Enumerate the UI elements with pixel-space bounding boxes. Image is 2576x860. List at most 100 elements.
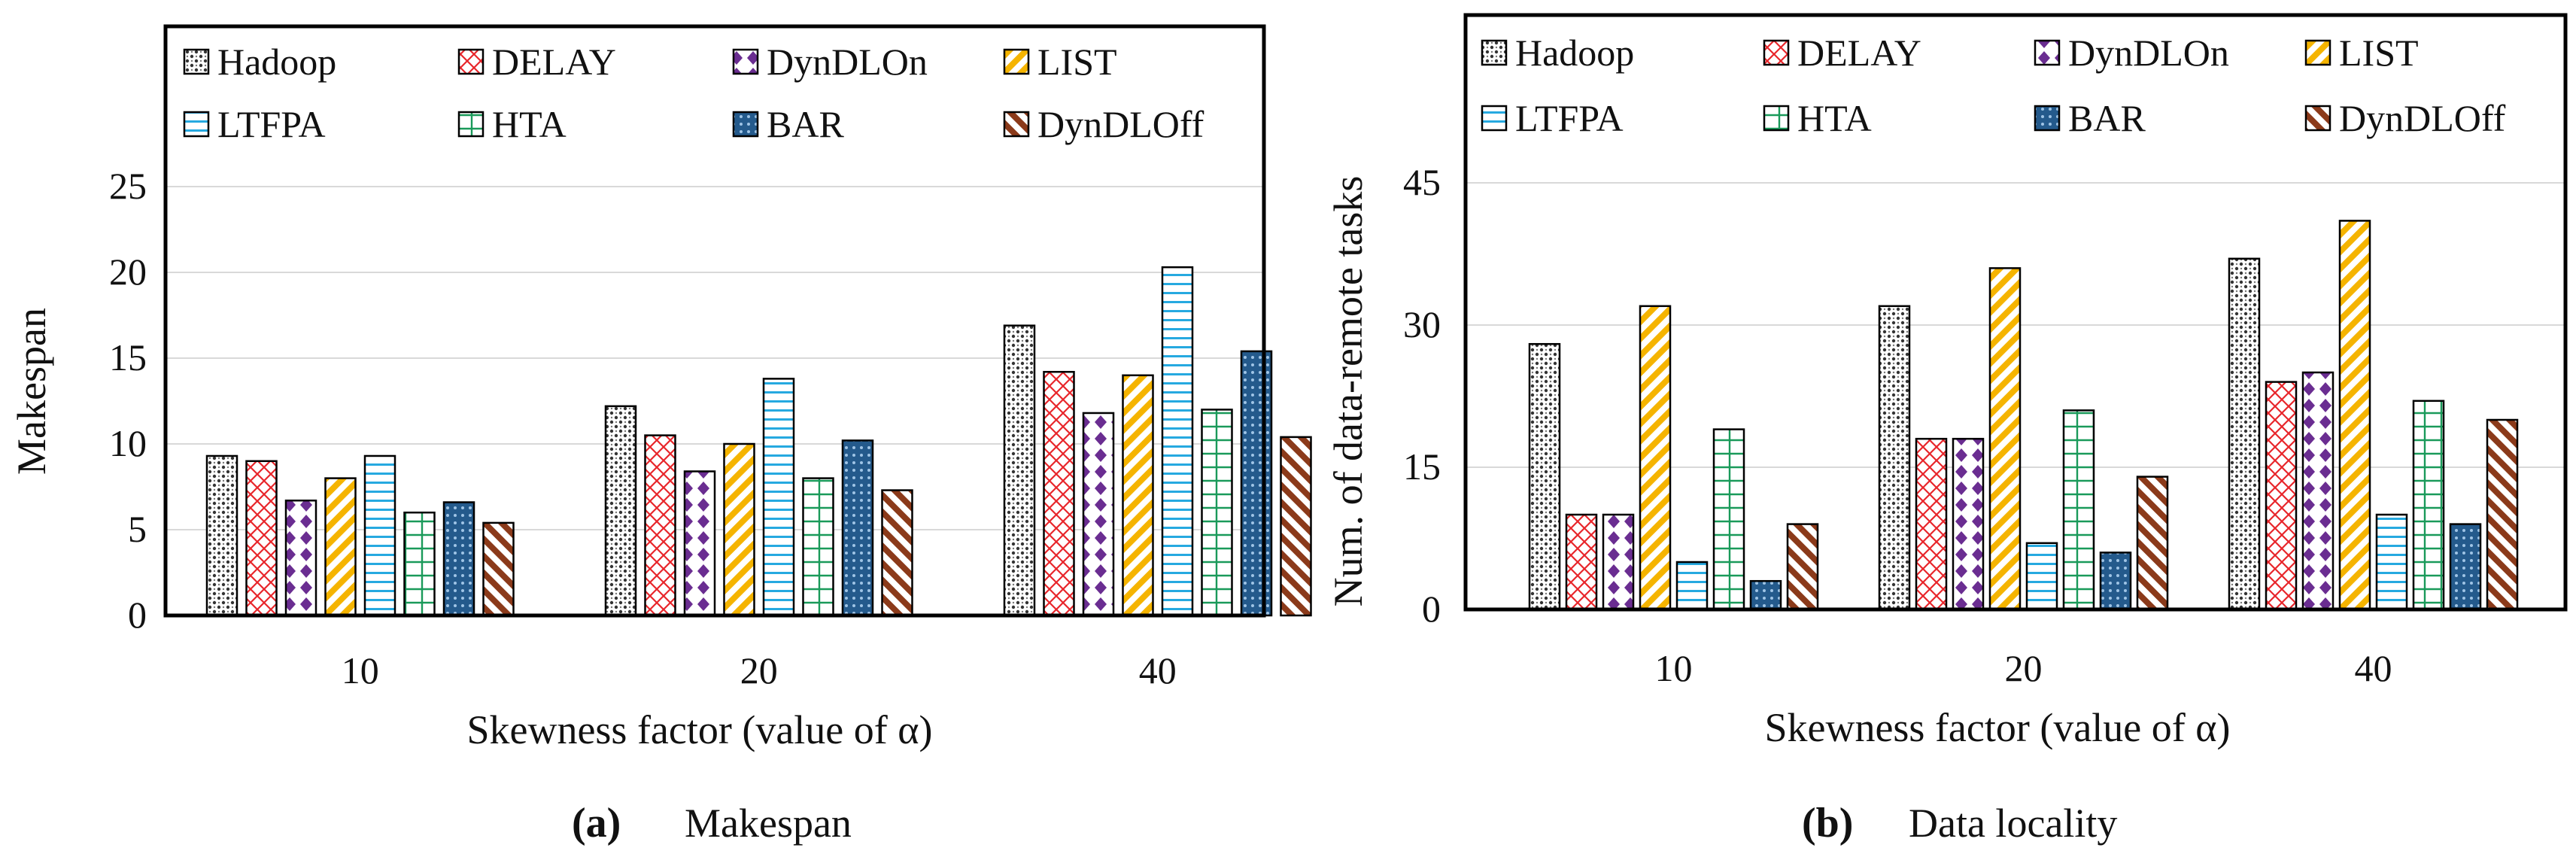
legend-swatch-ltfpa <box>1481 105 1508 132</box>
legend-label-delay: DELAY <box>492 41 616 83</box>
bar-a-dyndloff-40 <box>1280 436 1312 617</box>
caption-text: Makespan <box>685 801 852 846</box>
plot-frame <box>163 24 1266 618</box>
bar-b-delay-10 <box>1565 513 1598 611</box>
y-tick-label: 10 <box>109 422 147 464</box>
y-tick-label: 0 <box>128 594 147 636</box>
legend-swatch-ltfpa <box>183 111 210 138</box>
bar-b-dyndloff-40 <box>2486 418 2519 611</box>
bar-b-list-40 <box>2338 220 2371 611</box>
bar-b-dyndlon-10 <box>1602 513 1635 611</box>
legend-swatch-delay <box>1763 39 1790 66</box>
bar-a-bar-40 <box>1240 350 1273 617</box>
legend-label-hadoop: Hadoop <box>1515 32 1634 74</box>
bar-a-dyndloff-10 <box>482 521 515 617</box>
y-tick-label: 45 <box>1403 161 1441 203</box>
x-axis-label: Skewness factor (value of α) <box>466 707 932 752</box>
bar-b-dyndloff-10 <box>1786 523 1819 611</box>
bar-a-delay-40 <box>1043 370 1075 617</box>
legend-label-bar: BAR <box>767 103 844 145</box>
caption-label: (b) <box>1802 800 1853 846</box>
bar-b-dyndloff-20 <box>2136 476 2169 611</box>
legend-swatch-bar <box>732 111 759 138</box>
legend-swatch-delay <box>457 48 485 75</box>
y-tick-label: 15 <box>1403 445 1441 488</box>
bar-a-bar-10 <box>442 501 475 617</box>
x-tick-label: 20 <box>740 649 778 691</box>
legend-swatch-hadoop <box>183 48 210 75</box>
legend-swatch-hadoop <box>1481 39 1508 66</box>
bar-b-list-20 <box>1988 267 2022 611</box>
bar-b-ltfpa-20 <box>2025 542 2058 611</box>
legend-label-hta: HTA <box>1797 97 1872 139</box>
legend-swatch-dyndlon <box>732 48 759 75</box>
bar-a-ltfpa-40 <box>1161 266 1194 617</box>
legend-label-list: LIST <box>2339 32 2419 74</box>
legend-swatch-bar <box>2034 105 2061 132</box>
legend-swatch-dyndloff <box>1003 111 1030 138</box>
bar-a-dyndlon-20 <box>683 470 716 617</box>
bar-b-bar-10 <box>1749 579 1782 611</box>
chart-b-data-locality: 0 15 30 45 10 20 40 Num. of data-remote tasks Sk… <box>1326 13 2568 846</box>
legend-label-delay: DELAY <box>1797 32 1921 74</box>
x-tick-label: 40 <box>2355 647 2392 689</box>
legend-swatch-list <box>2304 39 2331 66</box>
bar-a-hta-10 <box>403 511 436 617</box>
bar-a-list-40 <box>1122 374 1154 617</box>
bar-b-ltfpa-10 <box>1675 561 1709 611</box>
bar-a-hadoop-20 <box>604 405 637 617</box>
bar-b-dyndlon-20 <box>1952 437 1985 611</box>
bar-a-list-10 <box>324 477 357 617</box>
x-tick-label: 20 <box>2005 647 2043 689</box>
bar-a-ltfpa-10 <box>363 454 396 617</box>
caption-text: Data locality <box>1909 801 2117 846</box>
y-axis-label: Makespan <box>9 308 54 475</box>
y-tick-label: 25 <box>109 165 147 207</box>
bar-a-dyndlon-10 <box>284 499 317 617</box>
x-tick-label: 10 <box>1655 647 1693 689</box>
x-tick-label: 40 <box>1139 649 1177 691</box>
legend-label-dyndloff: DynDLOff <box>1037 103 1204 145</box>
legend-label-ltfpa: LTFPA <box>1515 97 1624 139</box>
bar-b-delay-20 <box>1915 437 1948 611</box>
bar-b-hadoop-10 <box>1528 342 1561 611</box>
bar-a-hta-20 <box>802 477 834 617</box>
bar-a-ltfpa-20 <box>762 378 795 617</box>
bar-b-bar-40 <box>2449 523 2482 611</box>
y-tick-label: 30 <box>1403 303 1441 345</box>
legend-label-dyndlon: DynDLOn <box>2068 32 2229 74</box>
y-axis-label: Num. of data-remote tasks <box>1326 176 1371 607</box>
bar-a-bar-20 <box>841 439 874 617</box>
legend-label-list: LIST <box>1037 41 1117 83</box>
bar-a-hadoop-40 <box>1003 324 1036 617</box>
bar-a-delay-20 <box>644 434 676 617</box>
caption-label: (a) <box>572 800 621 846</box>
bar-a-dyndlon-40 <box>1082 412 1115 617</box>
bar-a-list-20 <box>723 442 755 617</box>
legend-label-dyndlon: DynDLOn <box>767 41 928 83</box>
y-tick-label: 20 <box>109 251 147 293</box>
bar-a-dyndloff-20 <box>881 489 913 617</box>
bar-b-list-10 <box>1639 305 1672 611</box>
legend-label-dyndloff: DynDLOff <box>2339 97 2506 139</box>
y-tick-label: 5 <box>128 508 147 550</box>
legend-swatch-dyndloff <box>2304 105 2331 132</box>
bar-a-hta-40 <box>1201 409 1233 617</box>
bar-b-hta-40 <box>2412 400 2445 611</box>
legend-swatch-hta <box>457 111 485 138</box>
bar-b-ltfpa-40 <box>2375 513 2408 611</box>
bar-b-hadoop-40 <box>2228 257 2261 611</box>
bar-b-hta-20 <box>2062 409 2095 611</box>
x-axis-label: Skewness factor (value of α) <box>1764 705 2230 750</box>
legend-label-hta: HTA <box>492 103 567 145</box>
legend-label-bar: BAR <box>2068 97 2146 139</box>
chart-a-makespan: 0 5 10 15 20 25 10 20 40 Makespan Skewness factor … <box>9 24 1312 846</box>
bar-b-delay-40 <box>2265 381 2298 611</box>
legend-swatch-dyndlon <box>2034 39 2061 66</box>
bar-b-hadoop-20 <box>1878 305 1911 611</box>
x-tick-label: 10 <box>342 649 379 691</box>
legend-swatch-hta <box>1763 105 1790 132</box>
bar-b-hta-10 <box>1712 428 1745 611</box>
y-tick-label: 15 <box>109 336 147 378</box>
